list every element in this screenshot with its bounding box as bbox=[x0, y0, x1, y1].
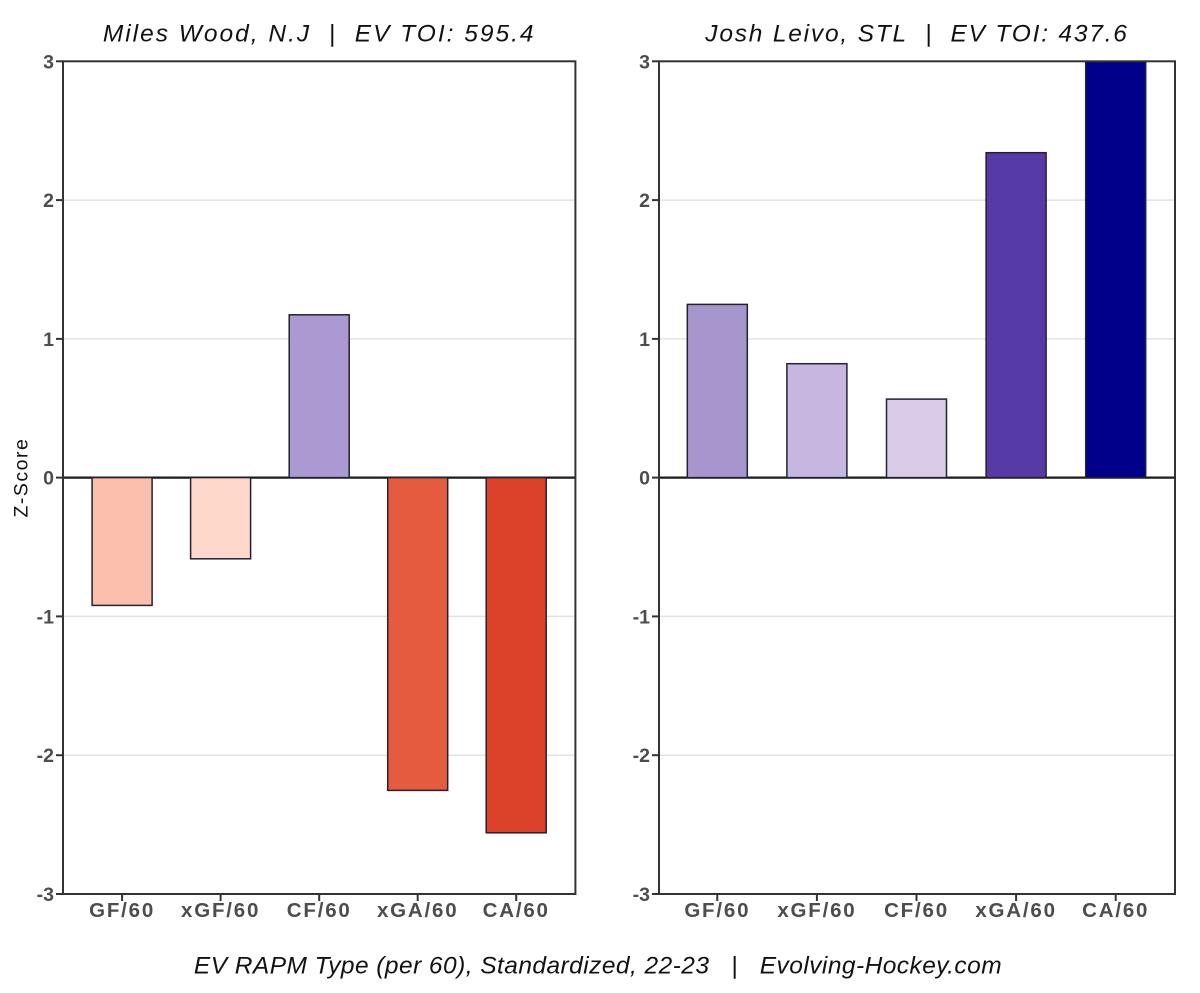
svg-text:EV RAPM Type (per 60), Standar: EV RAPM Type (per 60), Standardized, 22-… bbox=[194, 952, 1002, 979]
svg-text:-2: -2 bbox=[633, 745, 650, 767]
svg-text:CA/60: CA/60 bbox=[1082, 899, 1149, 922]
svg-text:Z-Score: Z-Score bbox=[11, 438, 33, 518]
svg-text:-1: -1 bbox=[37, 606, 54, 628]
svg-text:CF/60: CF/60 bbox=[884, 899, 949, 922]
svg-text:2: 2 bbox=[639, 190, 650, 212]
svg-text:Josh Leivo, STL | EV TOI: 43: Josh Leivo, STL | EV TOI: 437.6 bbox=[704, 21, 1128, 48]
svg-text:-3: -3 bbox=[37, 884, 54, 906]
svg-text:xGF/60: xGF/60 bbox=[181, 899, 260, 922]
svg-text:3: 3 bbox=[43, 51, 54, 73]
svg-text:2: 2 bbox=[43, 190, 54, 212]
svg-text:0: 0 bbox=[43, 468, 54, 490]
svg-text:xGA/60: xGA/60 bbox=[975, 899, 1056, 922]
svg-text:xGA/60: xGA/60 bbox=[377, 899, 458, 922]
svg-text:-1: -1 bbox=[633, 606, 650, 628]
svg-text:0: 0 bbox=[639, 468, 650, 490]
svg-text:1: 1 bbox=[43, 329, 54, 351]
svg-text:Miles Wood, N.J | EV TOI: 59: Miles Wood, N.J | EV TOI: 595.4 bbox=[103, 21, 536, 48]
svg-text:CF/60: CF/60 bbox=[287, 899, 352, 922]
svg-text:3: 3 bbox=[639, 51, 650, 73]
svg-text:-2: -2 bbox=[37, 745, 54, 767]
svg-text:xGF/60: xGF/60 bbox=[777, 899, 856, 922]
svg-text:CA/60: CA/60 bbox=[483, 899, 550, 922]
svg-text:-3: -3 bbox=[633, 884, 650, 906]
svg-text:GF/60: GF/60 bbox=[89, 899, 155, 922]
svg-text:GF/60: GF/60 bbox=[684, 899, 750, 922]
svg-text:1: 1 bbox=[639, 329, 650, 351]
